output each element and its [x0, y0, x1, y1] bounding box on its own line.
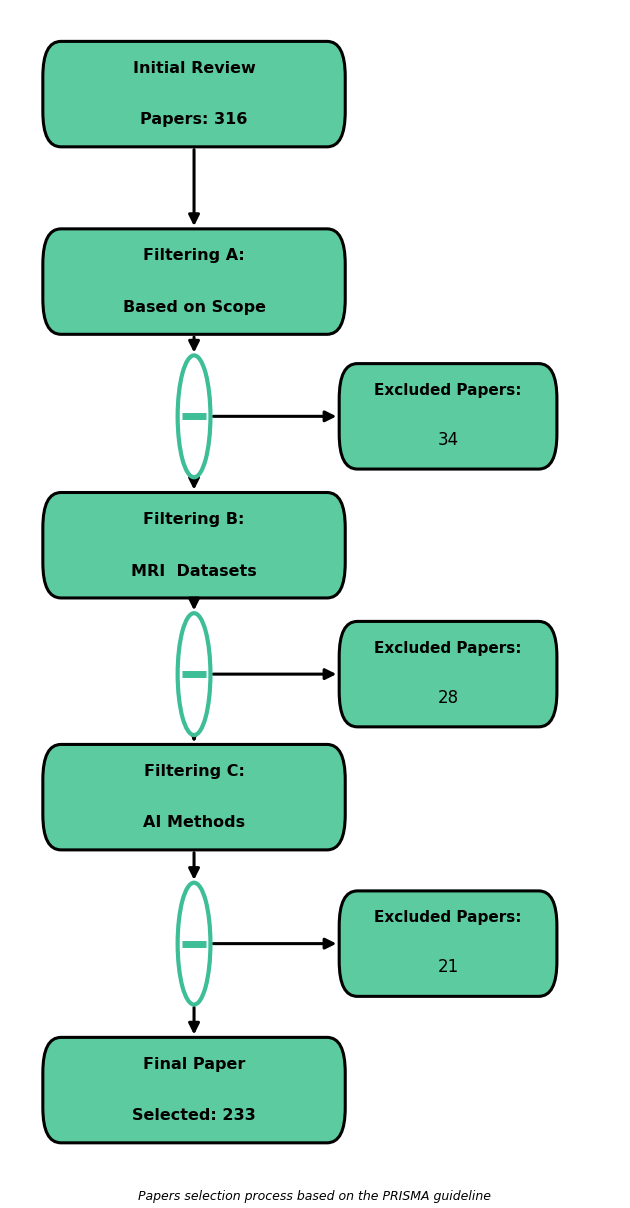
Text: Initial Review: Initial Review: [133, 60, 255, 76]
Text: Based on Scope: Based on Scope: [123, 300, 265, 315]
FancyBboxPatch shape: [43, 1038, 345, 1143]
Text: Filtering B:: Filtering B:: [144, 512, 244, 527]
FancyBboxPatch shape: [339, 621, 557, 727]
Text: Papers: 316: Papers: 316: [140, 112, 248, 127]
Text: Excluded Papers:: Excluded Papers:: [374, 911, 522, 925]
Text: Final Paper: Final Paper: [143, 1057, 245, 1071]
FancyBboxPatch shape: [43, 493, 345, 598]
FancyBboxPatch shape: [43, 744, 345, 850]
Text: MRI  Datasets: MRI Datasets: [131, 563, 257, 579]
Ellipse shape: [178, 883, 210, 1005]
Text: Filtering C:: Filtering C:: [144, 763, 244, 779]
Text: 28: 28: [437, 689, 459, 707]
Text: Papers selection process based on the PRISMA guideline: Papers selection process based on the PR…: [139, 1190, 491, 1203]
FancyBboxPatch shape: [339, 892, 557, 997]
Text: Excluded Papers:: Excluded Papers:: [374, 383, 522, 399]
FancyBboxPatch shape: [43, 228, 345, 335]
Ellipse shape: [178, 355, 210, 477]
Text: 21: 21: [437, 958, 459, 976]
Text: 34: 34: [437, 431, 459, 449]
Text: Filtering A:: Filtering A:: [143, 249, 245, 263]
Text: AI Methods: AI Methods: [143, 815, 245, 830]
Text: Excluded Papers:: Excluded Papers:: [374, 641, 522, 656]
Text: Selected: 233: Selected: 233: [132, 1109, 256, 1123]
Ellipse shape: [178, 614, 210, 734]
FancyBboxPatch shape: [339, 364, 557, 469]
FancyBboxPatch shape: [43, 41, 345, 147]
